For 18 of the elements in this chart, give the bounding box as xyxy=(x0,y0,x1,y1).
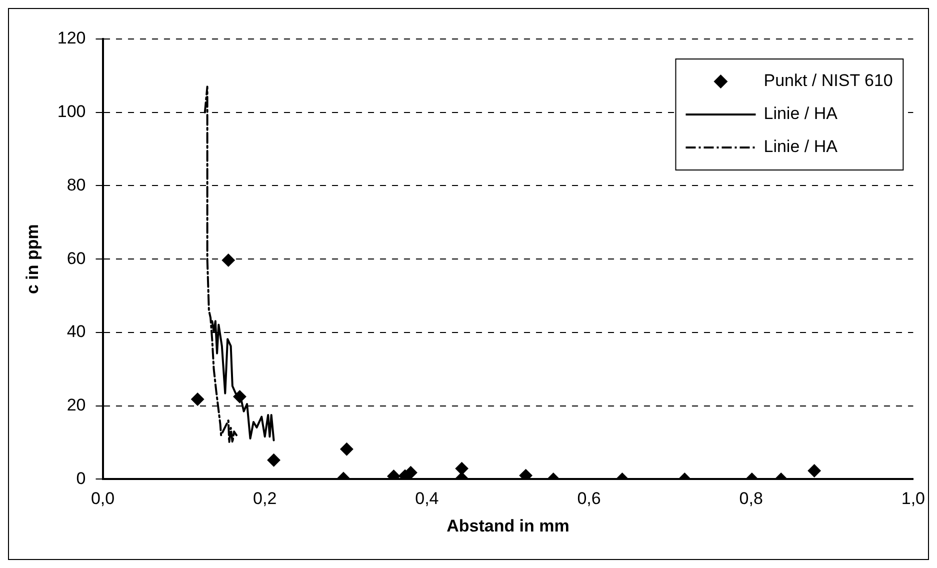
x-tick-label: 0,8 xyxy=(739,489,763,508)
x-axis-title: Abstand in mm xyxy=(446,516,570,536)
y-tick-label: 20 xyxy=(66,396,86,415)
y-tick-label: 120 xyxy=(57,28,86,48)
y-tick-label: 0 xyxy=(76,468,86,488)
x-tick-label: 1,0 xyxy=(901,489,926,508)
y-tick-label: 40 xyxy=(66,322,86,342)
y-axis-title: c in ppm xyxy=(22,224,42,294)
y-tick-label: 80 xyxy=(66,175,86,194)
y-tick-label: 100 xyxy=(57,102,86,122)
x-tick-label: 0,0 xyxy=(90,489,115,508)
x-tick-label: 0,4 xyxy=(415,489,439,508)
x-tick-label: 0,2 xyxy=(253,489,277,508)
y-tick-label: 60 xyxy=(66,248,86,268)
legend-label: Linie / HA xyxy=(764,137,838,156)
legend-label: Punkt / NIST 610 xyxy=(764,71,893,90)
legend-label: Linie / HA xyxy=(764,104,838,124)
x-tick-label: 0,6 xyxy=(577,489,601,508)
